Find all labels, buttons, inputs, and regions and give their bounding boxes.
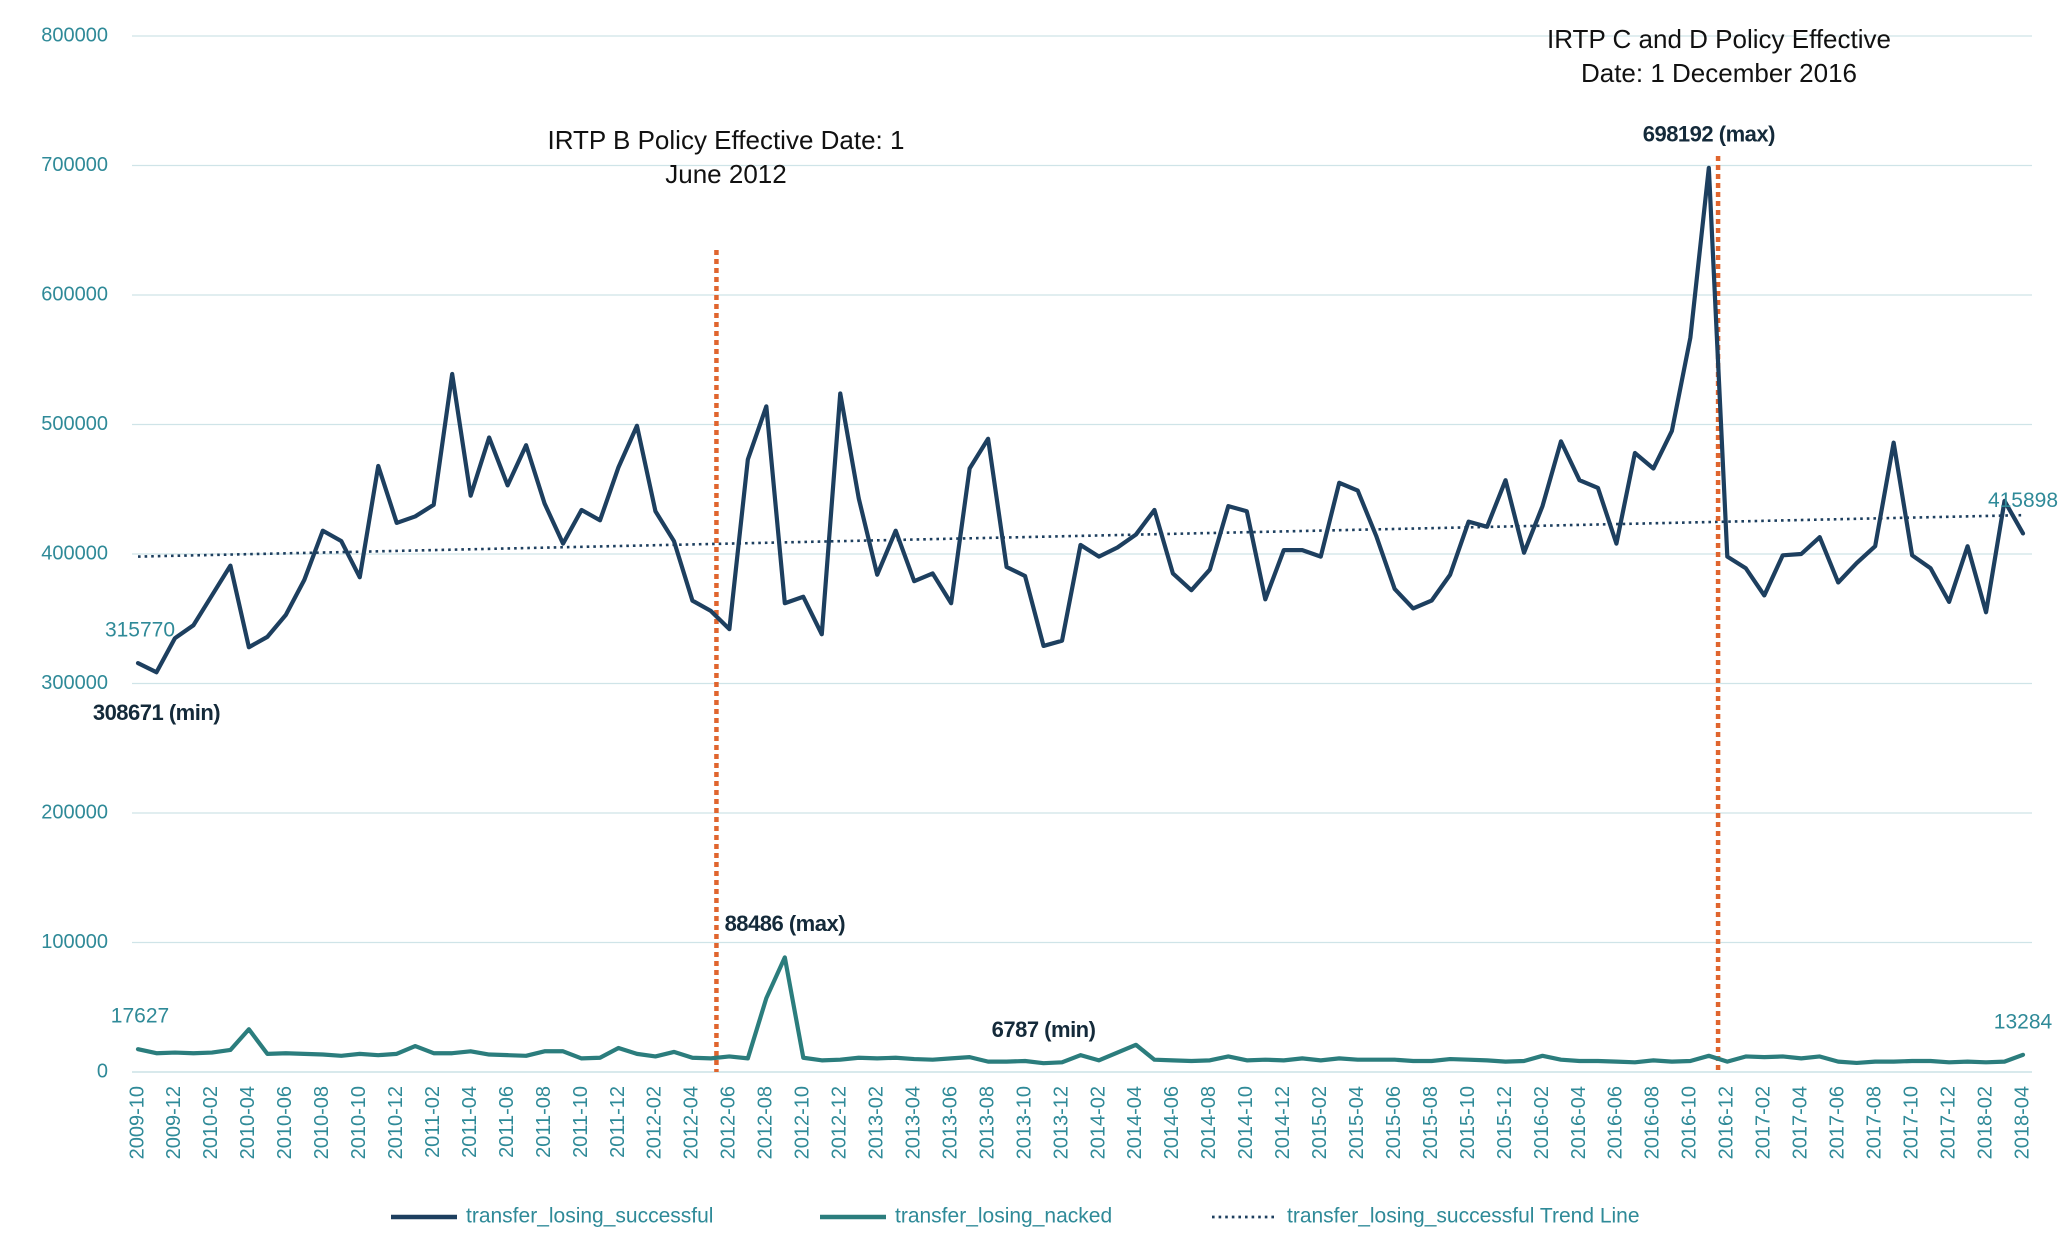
x-tick-label: 2015-06 <box>1383 1086 1405 1159</box>
y-tick-label: 100000 <box>41 931 108 953</box>
x-tick-label: 2015-02 <box>1309 1086 1331 1159</box>
y-tick-label: 800000 <box>41 24 108 46</box>
y-tick-label: 700000 <box>41 154 108 176</box>
x-tick-label: 2016-10 <box>1679 1086 1701 1159</box>
x-tick-label: 2018-04 <box>2011 1086 2033 1159</box>
x-tick-label: 2012-12 <box>829 1086 851 1159</box>
x-tick-label: 2011-08 <box>533 1086 555 1158</box>
y-tick-label: 400000 <box>41 542 108 564</box>
x-tick-label: 2016-08 <box>1642 1086 1664 1159</box>
data-label: 415898 <box>1988 489 2058 512</box>
annotation-text: IRTP B Policy Effective Date: 1 <box>548 125 905 155</box>
legend-label: transfer_losing_nacked <box>895 1205 1112 1228</box>
x-tick-label: 2015-04 <box>1346 1086 1368 1159</box>
x-tick-label: 2011-10 <box>570 1086 592 1158</box>
x-tick-label: 2015-12 <box>1494 1086 1516 1159</box>
x-tick-label: 2012-02 <box>644 1086 666 1159</box>
y-tick-label: 0 <box>97 1060 108 1082</box>
x-tick-label: 2014-12 <box>1272 1086 1294 1159</box>
x-tick-label: 2011-04 <box>459 1086 481 1158</box>
x-tick-label: 2017-02 <box>1753 1086 1775 1159</box>
y-tick-label: 500000 <box>41 413 108 435</box>
x-tick-label: 2013-02 <box>865 1086 887 1159</box>
x-tick-label: 2011-02 <box>422 1086 444 1158</box>
x-tick-label: 2011-12 <box>607 1086 629 1158</box>
legend-label: transfer_losing_successful Trend Line <box>1287 1205 1640 1228</box>
y-tick-label: 300000 <box>41 672 108 694</box>
annotation-text: IRTP C and D Policy Effective <box>1547 24 1891 54</box>
x-tick-label: 2018-02 <box>1974 1086 1996 1159</box>
x-tick-label: 2016-06 <box>1605 1086 1627 1159</box>
x-tick-label: 2014-08 <box>1198 1086 1220 1159</box>
y-tick-label: 600000 <box>41 283 108 305</box>
x-tick-label: 2012-08 <box>755 1086 777 1159</box>
series-line <box>135 165 2026 675</box>
x-tick-label: 2015-10 <box>1457 1086 1479 1159</box>
x-tick-label: 2016-12 <box>1716 1086 1738 1159</box>
data-label: 13284 <box>1994 1010 2053 1033</box>
x-tick-label: 2010-12 <box>385 1086 407 1159</box>
x-tick-label: 2012-04 <box>681 1086 703 1159</box>
x-tick-label: 2012-10 <box>792 1086 814 1159</box>
data-label: 88486 (max) <box>725 911 846 936</box>
x-tick-label: 2010-04 <box>237 1086 259 1159</box>
x-tick-label: 2017-04 <box>1790 1086 1812 1159</box>
x-tick-label: 2011-06 <box>496 1086 518 1158</box>
x-tick-label: 2014-10 <box>1235 1086 1257 1159</box>
legend-label: transfer_losing_successful <box>466 1205 713 1228</box>
x-tick-label: 2009-10 <box>126 1086 148 1159</box>
x-tick-label: 2010-06 <box>274 1086 296 1159</box>
x-tick-label: 2016-04 <box>1568 1086 1590 1159</box>
x-tick-label: 2015-08 <box>1420 1086 1442 1159</box>
data-label: 315770 <box>105 619 175 642</box>
y-tick-label: 200000 <box>41 801 108 823</box>
annotation-text: June 2012 <box>665 159 786 189</box>
x-tick-label: 2014-04 <box>1124 1086 1146 1159</box>
x-tick-label: 2012-06 <box>718 1086 740 1159</box>
x-tick-label: 2013-10 <box>1013 1086 1035 1159</box>
x-tick-label: 2017-12 <box>1937 1086 1959 1159</box>
x-tick-label: 2017-10 <box>1900 1086 1922 1159</box>
data-label: 6787 (min) <box>992 1017 1096 1042</box>
annotation-text: Date: 1 December 2016 <box>1581 58 1857 88</box>
x-tick-label: 2010-08 <box>311 1086 333 1159</box>
x-tick-label: 2013-12 <box>1050 1086 1072 1159</box>
x-tick-label: 2010-10 <box>348 1086 370 1159</box>
x-tick-label: 2009-12 <box>163 1086 185 1159</box>
x-tick-label: 2017-06 <box>1826 1086 1848 1159</box>
x-tick-label: 2014-06 <box>1161 1086 1183 1159</box>
series-line <box>135 955 2026 1066</box>
x-tick-label: 2013-04 <box>902 1086 924 1159</box>
data-label: 698192 (max) <box>1643 122 1775 147</box>
x-tick-label: 2014-02 <box>1087 1086 1109 1159</box>
data-label: 308671 (min) <box>93 700 220 725</box>
data-label: 17627 <box>111 1005 169 1028</box>
x-tick-label: 2013-06 <box>939 1086 961 1159</box>
x-tick-label: 2016-02 <box>1531 1086 1553 1159</box>
x-tick-label: 2010-02 <box>200 1086 222 1159</box>
x-tick-label: 2017-08 <box>1863 1086 1885 1159</box>
x-tick-label: 2013-08 <box>976 1086 998 1159</box>
trend-line <box>137 513 2024 558</box>
